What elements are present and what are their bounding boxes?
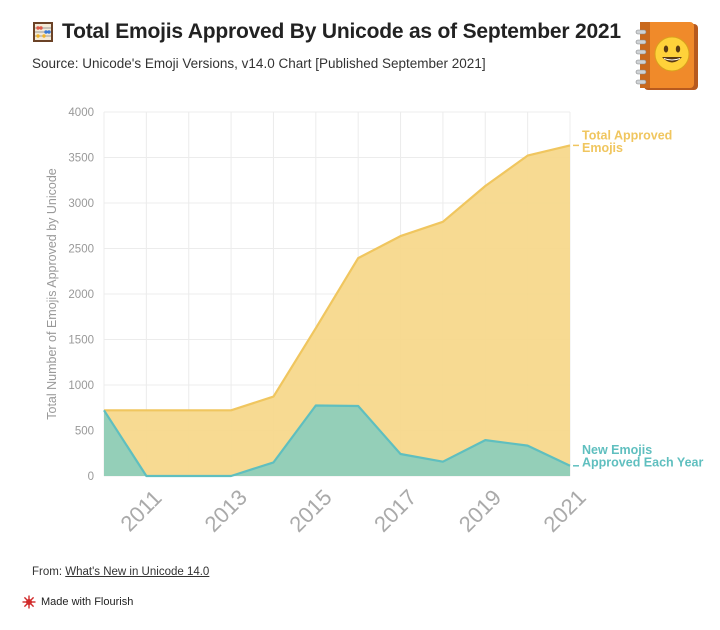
new-emojis-line	[103, 404, 571, 478]
source-prefix: From:	[32, 566, 63, 578]
x-tick-label: 2017	[369, 485, 421, 537]
total-approved-area	[104, 145, 570, 476]
y-tick-label: 1000	[68, 380, 94, 392]
x-tick-label: 2013	[200, 485, 252, 537]
flourish-logo-icon	[22, 595, 36, 609]
x-tick-label: 2011	[115, 485, 166, 536]
source-note: From: What's New in Unicode 14.0	[32, 566, 209, 578]
y-tick-label: 3500	[68, 153, 94, 165]
chart-areas	[103, 144, 571, 478]
series-end-label: Emojis	[582, 141, 623, 155]
x-tick-label: 2021	[539, 485, 591, 537]
y-tick-label: 1500	[68, 335, 94, 347]
abacus-icon	[33, 22, 53, 42]
smiley-book-icon	[635, 22, 698, 90]
made-with-flourish: Made with Flourish	[41, 596, 134, 608]
y-tick-label: 4000	[68, 107, 94, 119]
y-axis-ticks: 0 500 1000 1500 2000 2500 3000 3500 4000	[68, 107, 94, 483]
y-axis-label: Total Number of Emojis Approved by Unico…	[45, 168, 59, 420]
series-end-label: New Emojis	[582, 443, 652, 457]
x-axis-ticks: 2011 2013 2015 2017 2019 2021	[115, 485, 590, 537]
y-tick-label: 0	[88, 471, 94, 483]
y-tick-label: 500	[75, 426, 94, 438]
y-tick-label: 3000	[68, 198, 94, 210]
chart-header: Total Emojis Approved By Unicode as of S…	[32, 20, 632, 71]
series-end-label: Approved Each Year	[582, 455, 703, 469]
source-link[interactable]: What's New in Unicode 14.0	[65, 566, 210, 578]
y-tick-label: 2500	[68, 244, 94, 256]
chart-title: Total Emojis Approved By Unicode as of S…	[62, 20, 621, 43]
chart-subtitle: Source: Unicode's Emoji Versions, v14.0 …	[32, 56, 486, 71]
y-tick-label: 2000	[68, 289, 94, 301]
title-row: Total Emojis Approved By Unicode as of S…	[32, 20, 632, 44]
series-end-label: Total Approved	[582, 128, 672, 142]
new-emojis-area	[104, 405, 570, 476]
x-tick-label: 2015	[284, 485, 336, 537]
flourish-credit[interactable]: Made with Flourish	[22, 595, 133, 609]
x-tick-label: 2019	[454, 485, 506, 537]
total-approved-line	[104, 144, 571, 412]
